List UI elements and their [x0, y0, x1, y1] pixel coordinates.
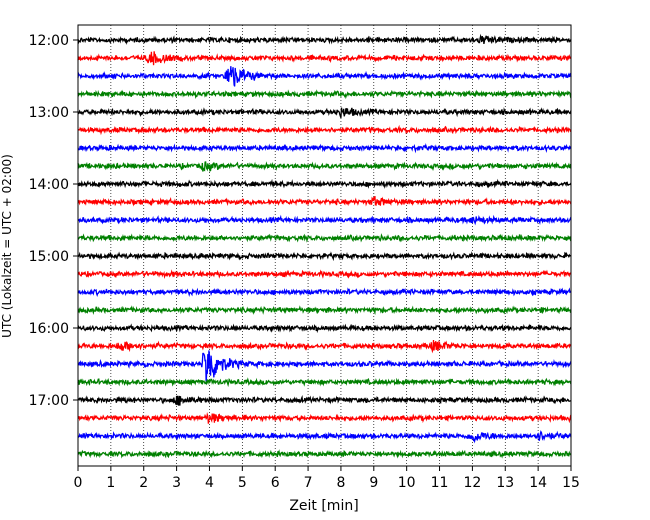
- x-tick-label: 10: [398, 475, 416, 491]
- x-tick-label: 2: [139, 475, 148, 491]
- seismic-traces: [77, 33, 572, 459]
- trace-1200: [77, 33, 572, 46]
- trace-1415: [77, 196, 572, 207]
- x-tick-label: 0: [74, 475, 83, 491]
- y-axis-label: UTC (Lokalzeit = UTC + 02:00): [0, 154, 14, 338]
- trace-1730: [77, 430, 572, 444]
- y-tick-label: 14:00: [29, 177, 69, 193]
- trace-1230: [77, 66, 572, 87]
- trace-1715: [77, 411, 572, 424]
- y-tick-label: 17:00: [29, 393, 69, 409]
- trace-1630: [77, 350, 572, 385]
- trace-1315: [77, 124, 572, 136]
- x-tick-label: 7: [304, 475, 313, 491]
- x-tick-label: 3: [172, 475, 181, 491]
- x-tick-label: 9: [369, 475, 378, 491]
- trace-1500: [77, 251, 572, 262]
- trace-1700: [77, 394, 572, 406]
- x-tick-label: 15: [562, 475, 580, 491]
- trace-1645: [77, 377, 572, 388]
- trace-1745: [77, 449, 572, 459]
- x-tick-label: 6: [271, 475, 280, 491]
- trace-1530: [77, 287, 572, 298]
- trace-1615: [77, 340, 572, 354]
- x-tick-label: 11: [431, 475, 449, 491]
- x-tick-label: 13: [496, 475, 514, 491]
- plot-frame: [77, 24, 572, 467]
- trace-1515: [77, 269, 572, 280]
- trace-1400: [77, 178, 572, 189]
- y-tick-label: 12:00: [29, 33, 69, 49]
- y-tick-label: 16:00: [29, 321, 69, 337]
- trace-1545: [77, 305, 572, 316]
- trace-1330: [77, 142, 572, 154]
- y-axis-ticks: 12:00 13:00 14:00 15:00 16:00 17:00: [29, 33, 78, 409]
- trace-1600: [77, 323, 572, 334]
- x-axis-label: Zeit [min]: [289, 498, 358, 514]
- x-tick-label: 14: [529, 475, 547, 491]
- x-tick-label: 12: [463, 475, 481, 491]
- trace-1300: [77, 107, 572, 119]
- trace-1245: [77, 89, 572, 100]
- y-tick-label: 15:00: [29, 249, 69, 265]
- trace-1345: [77, 161, 572, 172]
- x-tick-label: 8: [336, 475, 345, 491]
- trace-1215: [77, 51, 572, 66]
- trace-1430: [77, 214, 572, 226]
- x-tick-label: 4: [205, 475, 214, 491]
- x-tick-label: 1: [106, 475, 115, 491]
- trace-1445: [77, 233, 572, 243]
- y-tick-label: 13:00: [29, 105, 69, 121]
- x-axis-ticks: 0 1 2 3 4 5 6 7 8 9 10 11 12 13 14 15: [74, 466, 580, 491]
- x-tick-label: 5: [238, 475, 247, 491]
